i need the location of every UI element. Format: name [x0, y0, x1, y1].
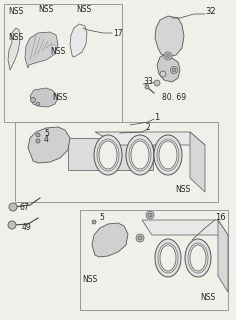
- Text: 32: 32: [205, 7, 216, 17]
- Text: NSS: NSS: [76, 4, 91, 13]
- Ellipse shape: [159, 141, 177, 169]
- Circle shape: [172, 68, 176, 72]
- Circle shape: [36, 102, 40, 106]
- Polygon shape: [155, 16, 184, 57]
- Polygon shape: [95, 132, 205, 145]
- Bar: [68, 138, 153, 170]
- Polygon shape: [142, 220, 228, 235]
- Text: NSS: NSS: [200, 293, 215, 302]
- Circle shape: [36, 139, 40, 143]
- Circle shape: [166, 54, 170, 58]
- Ellipse shape: [126, 135, 154, 175]
- Polygon shape: [30, 88, 58, 107]
- Circle shape: [146, 211, 154, 219]
- Text: 49: 49: [22, 223, 32, 233]
- Polygon shape: [70, 24, 87, 57]
- Text: NSS: NSS: [52, 93, 67, 102]
- Text: NSS: NSS: [50, 47, 65, 57]
- Text: 2: 2: [145, 124, 150, 132]
- Text: NSS: NSS: [8, 7, 23, 17]
- Polygon shape: [92, 223, 128, 257]
- Ellipse shape: [154, 135, 182, 175]
- Circle shape: [9, 203, 17, 211]
- Circle shape: [138, 236, 142, 240]
- Text: 1: 1: [154, 113, 159, 122]
- Text: NSS: NSS: [38, 5, 53, 14]
- Ellipse shape: [185, 239, 211, 277]
- Ellipse shape: [190, 245, 206, 271]
- Text: 5: 5: [44, 129, 49, 138]
- Text: 80. 69: 80. 69: [162, 93, 186, 102]
- Text: 67: 67: [20, 204, 30, 212]
- Ellipse shape: [94, 135, 122, 175]
- Polygon shape: [8, 28, 20, 70]
- Text: 5: 5: [99, 213, 104, 222]
- Circle shape: [36, 133, 40, 137]
- Circle shape: [145, 85, 149, 89]
- Circle shape: [148, 213, 152, 217]
- Circle shape: [30, 98, 35, 102]
- Bar: [80, 210, 228, 310]
- Polygon shape: [218, 220, 228, 292]
- Polygon shape: [25, 32, 58, 68]
- Circle shape: [92, 220, 96, 224]
- Circle shape: [8, 221, 16, 229]
- Polygon shape: [28, 127, 70, 163]
- Circle shape: [154, 80, 160, 86]
- Text: NSS: NSS: [8, 33, 23, 42]
- Polygon shape: [157, 55, 180, 82]
- Ellipse shape: [160, 245, 176, 271]
- Circle shape: [170, 67, 177, 74]
- Circle shape: [160, 71, 166, 77]
- Text: 4: 4: [44, 134, 49, 143]
- Polygon shape: [190, 132, 205, 192]
- Circle shape: [136, 234, 144, 242]
- Text: NSS: NSS: [82, 276, 97, 284]
- Ellipse shape: [99, 141, 117, 169]
- Circle shape: [164, 52, 172, 60]
- Bar: [4, 4, 122, 122]
- Ellipse shape: [131, 141, 149, 169]
- Text: 16: 16: [215, 213, 226, 222]
- Text: NSS: NSS: [175, 186, 190, 195]
- Text: 33: 33: [143, 77, 153, 86]
- Bar: [15, 122, 218, 202]
- Ellipse shape: [155, 239, 181, 277]
- Text: 17: 17: [113, 28, 123, 37]
